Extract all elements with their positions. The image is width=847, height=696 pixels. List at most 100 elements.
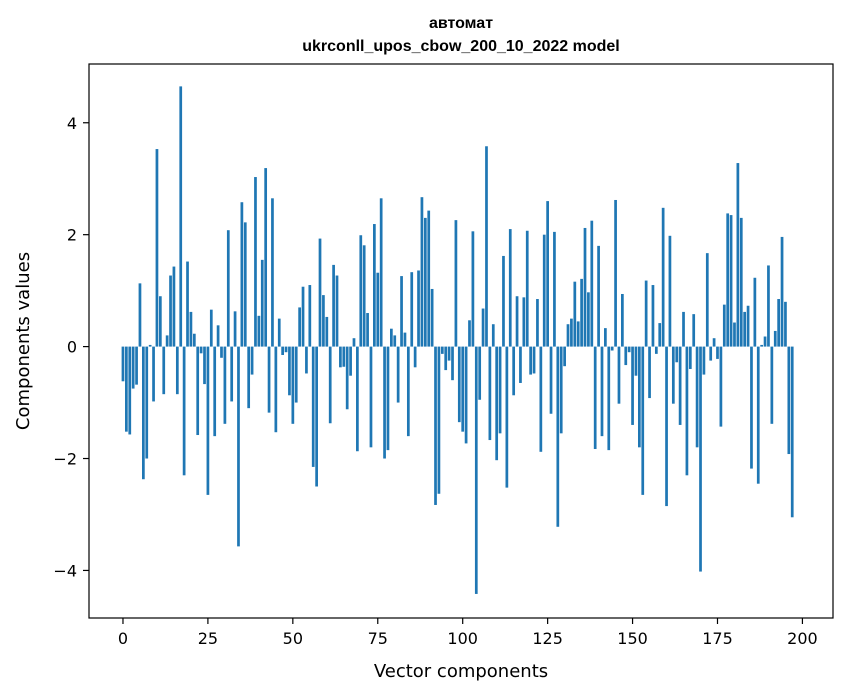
bar [610,346,614,351]
bars-group [121,86,794,594]
bar [281,346,284,355]
bar [172,266,176,347]
bar [600,346,604,437]
bar [675,346,679,363]
bar [373,224,376,347]
x-tick-label: 25 [198,629,218,648]
bar [199,346,203,354]
bar [223,346,227,424]
bar [457,346,461,423]
bar [709,346,713,361]
bar [440,346,444,354]
bar [220,346,223,358]
bar [502,255,505,347]
bar [512,346,516,396]
bar [464,346,468,444]
bar [390,328,393,347]
bar [257,315,261,347]
bar [250,346,254,375]
y-tick-label: −4 [53,561,77,580]
bar [519,346,522,383]
bar [770,346,774,424]
bar [291,346,295,424]
chart-title-line-2: ukrconll_upos_cbow_200_10_2022 model [302,38,619,55]
bar [522,297,526,347]
bar [264,168,268,347]
bar [430,288,434,347]
bar [699,346,702,572]
bar [240,202,244,347]
bar [396,346,400,403]
bar [495,346,499,461]
bar [722,304,726,347]
bar [583,227,587,347]
bar [267,346,271,413]
bar [158,296,162,347]
bar [169,275,172,347]
bar [305,346,308,374]
bar [284,346,288,353]
bar [485,146,488,347]
x-tick-label: 100 [447,629,478,648]
bar [716,346,719,359]
bar [702,346,706,375]
x-tick-label: 175 [702,629,733,648]
x-axis-ticks: 0 25 50 75 100 125 150 175 200 [118,618,818,648]
bar [498,346,502,434]
bar [165,335,169,347]
bar [356,346,359,452]
bar [695,346,699,448]
bar [121,346,125,382]
bar [413,346,417,368]
bar [274,346,278,433]
bar [233,311,237,347]
bar [525,230,529,347]
bar [573,281,577,347]
bar [203,346,206,385]
bar [328,346,332,424]
bar [454,220,458,347]
bar [553,231,556,347]
bar [621,293,624,347]
bar [760,344,764,347]
bar [474,346,478,594]
bar [379,198,383,347]
bar [369,346,373,448]
bar [529,346,532,375]
bar [417,270,420,347]
bar [576,321,580,347]
bar [712,338,716,347]
x-tick-label: 75 [368,629,388,648]
bar [294,346,298,403]
bar [135,346,138,385]
bar [386,346,390,451]
bar [729,215,733,347]
y-axis-label: Components values [13,252,34,430]
bar [155,149,159,347]
bar [767,265,770,347]
bar [383,346,386,459]
bar [423,217,427,347]
bar [719,346,723,427]
bar [590,220,594,347]
bar [298,307,301,347]
x-tick-label: 125 [532,629,563,648]
bar [604,328,607,347]
bar [593,346,597,450]
y-tick-label: 2 [67,226,77,245]
bar [746,305,750,347]
bar [444,346,448,371]
y-tick-label: 4 [67,114,77,133]
bar [773,330,777,347]
bar [400,276,403,347]
bar [192,333,196,347]
bar [743,311,747,347]
bar [471,231,475,347]
bar [277,318,281,347]
bar [614,199,617,347]
bar [308,285,312,347]
bar [352,338,356,347]
bar [461,346,465,432]
bar [179,86,183,347]
